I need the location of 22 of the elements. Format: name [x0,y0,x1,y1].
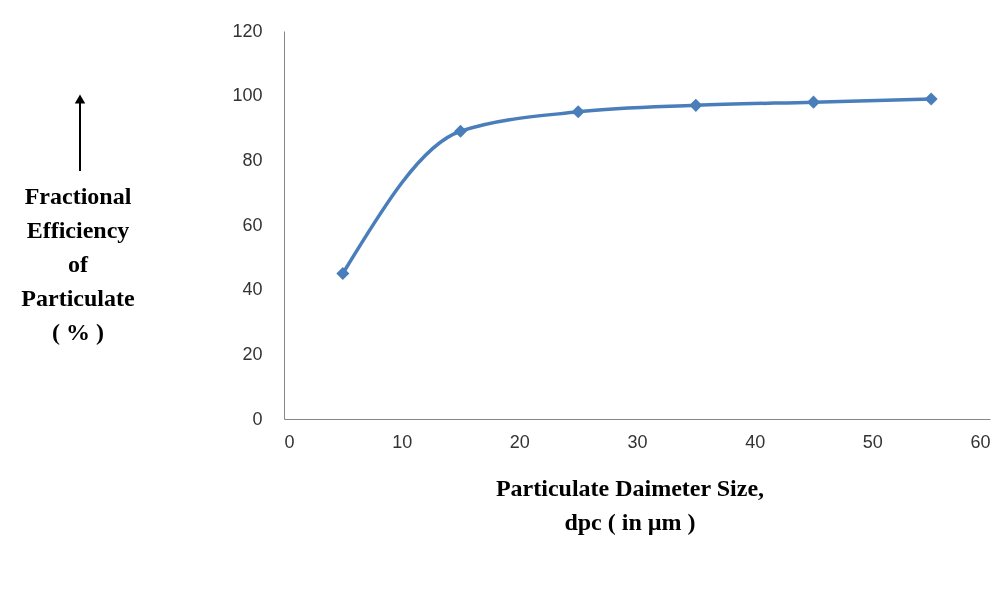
x-tick-label: 50 [862,431,883,452]
x-tick-label: 30 [627,431,648,452]
y-tick-label: 20 [242,343,263,364]
x-tick-label: 0 [284,431,295,452]
y-tick-label: 60 [242,214,263,235]
point [336,266,350,281]
point [924,92,938,106]
point [689,98,703,112]
x-axis-title: Particulate Daimeter Size, dpc ( in µm ) [495,475,765,535]
point [806,95,821,109]
x-tick-label: 40 [745,431,766,452]
x-tick-label: 60 [970,431,991,452]
point [571,105,585,119]
y-axis-title: Fractional Efficiency of Particulate ( % ) [21,183,135,345]
y-tick-label: 100 [232,85,263,106]
point [453,124,468,138]
y-tick-label: 120 [232,20,263,41]
x-tick-label: 10 [392,431,413,452]
y-tick-label: 80 [242,149,263,170]
x-tick-label: 20 [509,431,530,452]
y-tick-label: 40 [242,279,263,300]
y-tick-label: 0 [252,408,263,429]
